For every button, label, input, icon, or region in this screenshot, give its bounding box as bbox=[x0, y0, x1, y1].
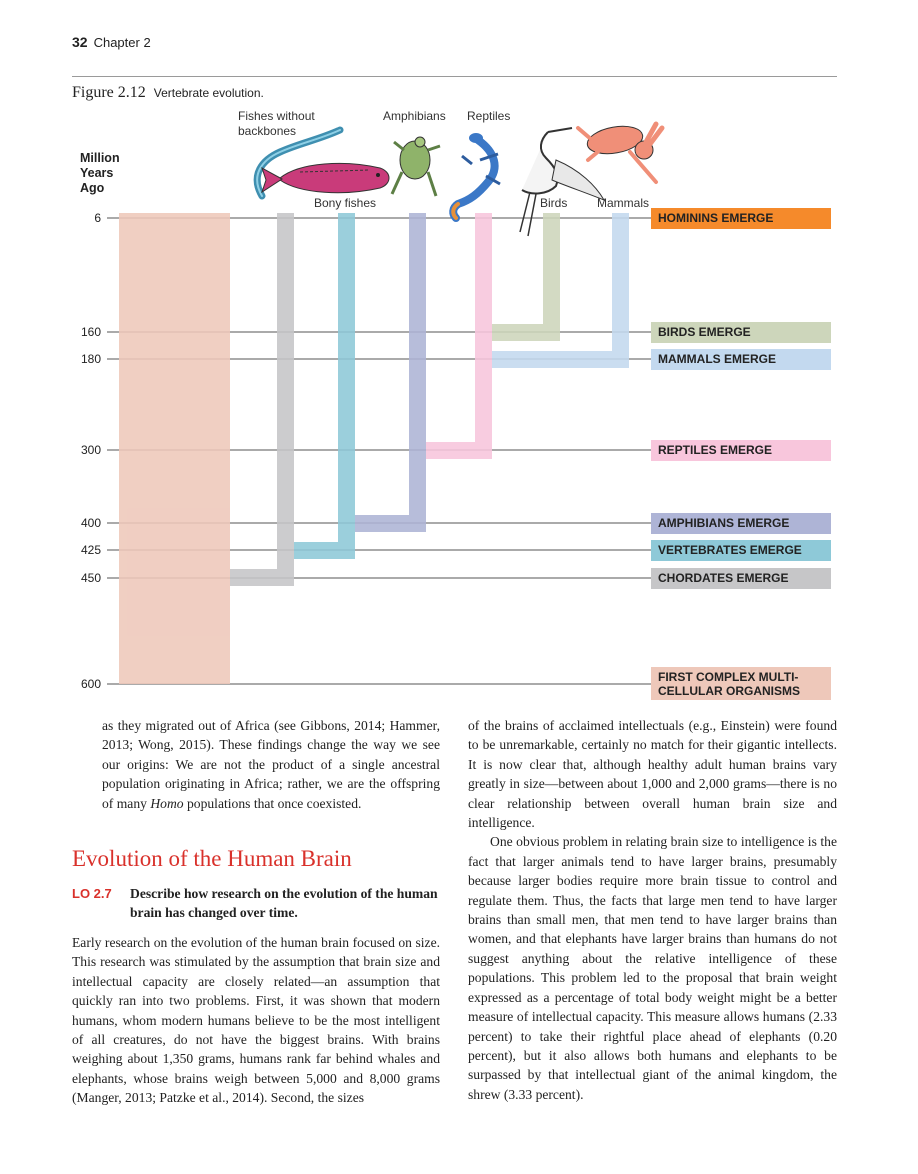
event-complex-organisms-1: FIRST COMPLEX MULTI- bbox=[658, 670, 798, 684]
event-amphibians: AMPHIBIANS EMERGE bbox=[658, 516, 789, 530]
vertebrate-evolution-figure: Million Years Ago 6 160 180 300 400 425 … bbox=[80, 109, 831, 700]
bony-fish-icon bbox=[261, 162, 390, 194]
bar-complex-organisms bbox=[119, 213, 230, 684]
continuation-end: populations that once coexisted. bbox=[186, 795, 362, 811]
label-birds: Birds bbox=[540, 196, 567, 210]
lamprey-icon bbox=[253, 126, 344, 200]
figure-number: Figure 2.12 bbox=[72, 84, 146, 101]
label-bony-fishes: Bony fishes bbox=[314, 196, 376, 210]
branch-vertebrates bbox=[294, 542, 355, 559]
event-complex-organisms-2: CELLULAR ORGANISMS bbox=[658, 684, 800, 698]
event-box-amphibians bbox=[651, 513, 831, 534]
bar-mammals bbox=[612, 213, 629, 368]
branch-amphibians bbox=[355, 515, 426, 532]
right-para-2: One obvious problem in relating brain si… bbox=[468, 834, 837, 1102]
left-para-text: Early research on the evolution of the h… bbox=[72, 935, 440, 1106]
event-box-chordates bbox=[651, 568, 831, 589]
continuation-text: as they migrated out of Africa (see Gibb… bbox=[102, 718, 440, 811]
header-rule bbox=[72, 76, 837, 77]
tick-300: 300 bbox=[81, 443, 101, 457]
tick-400: 400 bbox=[81, 516, 101, 530]
branch-mammals bbox=[492, 351, 629, 368]
branch-reptiles bbox=[426, 442, 492, 459]
event-box-complex-organisms bbox=[651, 667, 831, 700]
event-box-reptiles bbox=[651, 440, 831, 461]
lo-text: Describe how research on the evolution o… bbox=[130, 886, 438, 921]
section-heading: Evolution of the Human Brain bbox=[72, 846, 352, 871]
tick-160: 160 bbox=[81, 325, 101, 339]
event-reptiles: REPTILES EMERGE bbox=[658, 443, 772, 457]
event-birds: BIRDS EMERGE bbox=[658, 325, 751, 339]
tick-450: 450 bbox=[81, 571, 101, 585]
chapter-label: Chapter 2 bbox=[93, 35, 151, 50]
event-box-hominins bbox=[651, 208, 831, 229]
learning-objective: LO 2.7 Describe how research on the evol… bbox=[72, 884, 452, 923]
branch-birds bbox=[492, 324, 560, 341]
lo-tag: LO 2.7 bbox=[72, 886, 112, 901]
page-number: 32 bbox=[72, 34, 88, 50]
bar-bony-fishes bbox=[338, 213, 355, 559]
frog-icon bbox=[390, 136, 441, 197]
label-mammals: Mammals bbox=[597, 196, 649, 210]
heron-icon bbox=[519, 127, 606, 237]
label-reptiles: Reptiles bbox=[467, 109, 510, 123]
axis-label-line-1: Million bbox=[80, 151, 120, 165]
figure-caption: Figure 2.12 Vertebrate evolution. bbox=[72, 84, 264, 102]
event-vertebrates: VERTEBRATES EMERGE bbox=[658, 543, 802, 557]
label-amphibians: Amphibians bbox=[383, 109, 446, 123]
event-chordates: CHORDATES EMERGE bbox=[658, 571, 788, 585]
event-box-birds bbox=[651, 322, 831, 343]
rabbit-icon bbox=[576, 121, 665, 184]
label-fishes-without-backbones-2: backbones bbox=[238, 124, 296, 138]
tick-6: 6 bbox=[94, 211, 101, 225]
running-header: 32 Chapter 2 bbox=[72, 34, 151, 50]
tick-600: 600 bbox=[81, 677, 101, 691]
event-box-vertebrates bbox=[651, 540, 831, 561]
event-mammals: MAMMALS EMERGE bbox=[658, 352, 776, 366]
bar-amphibians bbox=[409, 213, 426, 532]
right-column: of the brains of acclaimed intellectuals… bbox=[468, 716, 837, 1104]
right-para-1: of the brains of acclaimed intellectuals… bbox=[468, 718, 837, 831]
event-box-mammals bbox=[651, 349, 831, 370]
axis-label-line-3: Ago bbox=[80, 181, 105, 195]
branch-chordates bbox=[230, 569, 294, 586]
left-body-paragraph: Early research on the evolution of the h… bbox=[72, 933, 440, 1108]
left-continuation-paragraph: as they migrated out of Africa (see Gibb… bbox=[102, 716, 440, 813]
figure-title: Vertebrate evolution. bbox=[153, 86, 264, 100]
lizard-icon bbox=[449, 133, 501, 222]
axis-label-line-2: Years bbox=[80, 166, 113, 180]
tick-180: 180 bbox=[81, 352, 101, 366]
bar-fishes-without-backbones bbox=[277, 213, 294, 586]
bar-reptiles bbox=[475, 213, 492, 459]
continuation-italic: Homo bbox=[150, 795, 184, 811]
tick-425: 425 bbox=[81, 543, 101, 557]
bar-birds bbox=[543, 213, 560, 341]
label-fishes-without-backbones-1: Fishes without bbox=[238, 109, 315, 123]
event-hominins: HOMININS EMERGE bbox=[658, 211, 773, 225]
